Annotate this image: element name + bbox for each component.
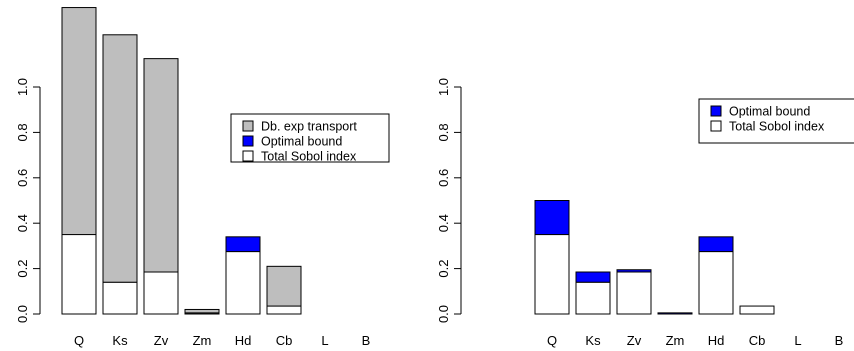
legend-box (230, 113, 390, 163)
bar-total-sobol-index-ks (575, 281, 611, 315)
bar-optimal-bound-hd (225, 236, 261, 253)
bar-optimal-bound-zm (657, 312, 693, 315)
chart-left: 0.0 0.2 0.4 0.6 0.8 1.0 Q Ks Zv Zm Hd Cb L B Db. exp t… (15, 7, 390, 348)
y-tick-label: 0.8 (15, 123, 30, 141)
x-category-label: Hd (235, 333, 252, 348)
x-category-label: B (362, 333, 371, 348)
bar-total-sobol-index-cb (739, 305, 775, 315)
bar-total-sobol-index-hd (225, 251, 261, 315)
y-tick-label: 0.0 (436, 305, 451, 323)
x-category-label: Ks (112, 333, 128, 348)
legend-swatch-total-sobol-index (242, 150, 254, 162)
bar-optimal-bound-zv (616, 269, 652, 273)
x-category-label: Zm (193, 333, 212, 348)
bar-total-sobol-index-ks (102, 281, 138, 315)
legend-label-total-sobol-index: Total Sobol index (729, 120, 825, 134)
y-tick-label: 1.0 (436, 78, 451, 96)
y-tick-label: 0.6 (436, 169, 451, 187)
chart-right: 0.0 0.2 0.4 0.6 0.8 1.0 Q Ks Zv Zm Hd Cb L B Optimal b… (436, 78, 854, 348)
bar-optimal-bound-ks (575, 271, 611, 283)
y-tick-label: 0.8 (436, 123, 451, 141)
x-category-label: Zm (666, 333, 685, 348)
legend-label-db-exp-transport: Db. exp transport (261, 120, 357, 134)
x-category-label: Q (74, 333, 84, 348)
bar-optimal-bound-hd (698, 236, 734, 253)
legend-box (698, 98, 854, 144)
legend-swatch-optimal-bound (710, 105, 722, 117)
x-category-label: Cb (276, 333, 293, 348)
y-tick-label: 0.2 (436, 260, 451, 278)
bar-db-exp-transport-zv (143, 58, 179, 273)
legend-label-optimal-bound: Optimal bound (729, 105, 810, 119)
bar-total-sobol-index-hd (698, 251, 734, 315)
bar-total-sobol-index-zv (143, 271, 179, 315)
legend-label-total-sobol-index: Total Sobol index (261, 150, 357, 164)
bar-db-exp-transport-q (61, 7, 97, 236)
y-tick-label: 0.4 (436, 214, 451, 232)
bar-total-sobol-index-q (534, 234, 570, 315)
x-category-label: Hd (708, 333, 725, 348)
legend-swatch-optimal-bound (242, 135, 254, 147)
y-tick-label: 0.4 (15, 214, 30, 232)
x-category-label: Q (547, 333, 557, 348)
x-category-label: L (794, 333, 801, 348)
y-tick-label: 0.6 (15, 169, 30, 187)
y-tick-label: 0.2 (15, 260, 30, 278)
x-category-label: B (835, 333, 844, 348)
bar-optimal-bound-q (534, 200, 570, 236)
legend-swatch-db-exp-transport (242, 120, 254, 132)
bar-total-sobol-index-cb (266, 305, 302, 315)
y-tick-label: 1.0 (15, 78, 30, 96)
x-category-label: L (321, 333, 328, 348)
legend-swatch-total-sobol-index (710, 120, 722, 132)
bar-total-sobol-index-zv (616, 271, 652, 315)
x-category-label: Cb (749, 333, 766, 348)
x-category-label: Zv (627, 333, 642, 348)
y-tick-label: 0.0 (15, 305, 30, 323)
legend-label-optimal-bound: Optimal bound (261, 135, 342, 149)
bar-db-exp-transport-ks (102, 34, 138, 283)
bar-total-sobol-index-q (61, 234, 97, 315)
bar-db-exp-transport-zm (184, 308, 220, 314)
x-category-label: Ks (585, 333, 601, 348)
bar-db-exp-transport-cb (266, 265, 302, 307)
x-category-label: Zv (154, 333, 169, 348)
